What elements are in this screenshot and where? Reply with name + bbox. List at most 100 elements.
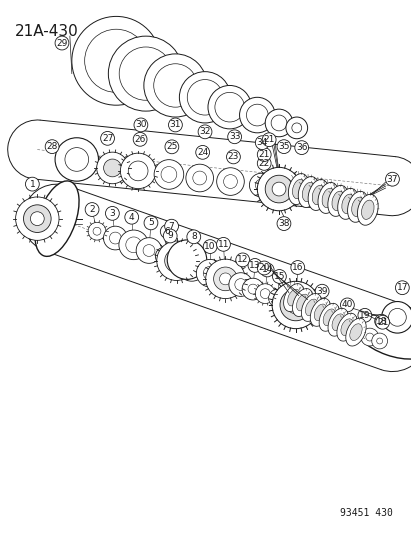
- Ellipse shape: [337, 188, 358, 219]
- Circle shape: [108, 36, 183, 111]
- Circle shape: [100, 132, 114, 146]
- Text: 24: 24: [197, 148, 208, 157]
- Text: 31: 31: [169, 120, 181, 130]
- Circle shape: [164, 219, 178, 233]
- Text: 7: 7: [169, 222, 174, 231]
- Ellipse shape: [297, 176, 318, 207]
- Ellipse shape: [305, 299, 317, 316]
- Text: 36: 36: [295, 143, 307, 152]
- Ellipse shape: [349, 324, 361, 341]
- Circle shape: [374, 314, 387, 328]
- Circle shape: [85, 203, 99, 216]
- Circle shape: [214, 92, 244, 122]
- Ellipse shape: [341, 194, 354, 214]
- Text: 20: 20: [258, 263, 269, 272]
- Circle shape: [157, 241, 196, 280]
- Circle shape: [213, 267, 237, 290]
- Ellipse shape: [292, 180, 304, 199]
- Text: 35: 35: [278, 142, 289, 151]
- Circle shape: [306, 303, 326, 323]
- Circle shape: [249, 173, 273, 197]
- Ellipse shape: [323, 309, 335, 326]
- Circle shape: [216, 168, 244, 196]
- Circle shape: [167, 240, 206, 279]
- Text: 37: 37: [386, 175, 397, 184]
- Circle shape: [85, 29, 147, 92]
- Circle shape: [357, 309, 371, 322]
- Text: 1: 1: [29, 180, 35, 189]
- Circle shape: [265, 175, 292, 203]
- Text: 21: 21: [376, 318, 387, 327]
- Circle shape: [311, 308, 321, 318]
- Circle shape: [126, 237, 141, 253]
- Circle shape: [294, 141, 308, 155]
- Circle shape: [143, 54, 206, 117]
- Circle shape: [276, 140, 290, 154]
- Ellipse shape: [356, 195, 377, 225]
- Text: 22: 22: [258, 159, 269, 168]
- Ellipse shape: [317, 182, 338, 213]
- Text: 13: 13: [249, 261, 260, 270]
- Circle shape: [195, 146, 209, 159]
- Circle shape: [196, 260, 223, 287]
- Circle shape: [360, 328, 378, 346]
- Circle shape: [168, 118, 182, 132]
- Circle shape: [105, 206, 119, 220]
- Text: 11: 11: [217, 240, 229, 249]
- Circle shape: [271, 281, 319, 329]
- Text: 16: 16: [291, 263, 303, 272]
- Circle shape: [203, 240, 216, 254]
- Circle shape: [164, 140, 178, 154]
- Circle shape: [45, 140, 59, 154]
- Ellipse shape: [345, 318, 365, 346]
- Circle shape: [16, 197, 59, 240]
- Circle shape: [179, 71, 230, 123]
- Circle shape: [216, 237, 230, 251]
- Text: 34: 34: [256, 138, 267, 147]
- Circle shape: [246, 104, 268, 126]
- Circle shape: [128, 161, 147, 181]
- Circle shape: [260, 263, 273, 277]
- Circle shape: [119, 47, 172, 100]
- Circle shape: [219, 273, 231, 285]
- Text: 30: 30: [135, 120, 146, 130]
- Text: 26: 26: [134, 135, 145, 144]
- Ellipse shape: [336, 313, 356, 341]
- Ellipse shape: [283, 284, 303, 311]
- Circle shape: [192, 171, 206, 185]
- Text: 8: 8: [190, 232, 196, 241]
- Circle shape: [242, 278, 263, 300]
- Circle shape: [260, 289, 270, 298]
- Ellipse shape: [296, 294, 308, 311]
- Ellipse shape: [347, 191, 368, 222]
- Ellipse shape: [331, 191, 344, 211]
- Circle shape: [365, 333, 373, 341]
- Circle shape: [88, 222, 106, 240]
- Ellipse shape: [307, 180, 328, 211]
- Circle shape: [119, 230, 148, 260]
- Circle shape: [376, 338, 382, 344]
- Ellipse shape: [301, 182, 314, 201]
- Circle shape: [291, 123, 301, 133]
- Circle shape: [30, 212, 44, 225]
- Circle shape: [273, 294, 281, 302]
- Text: 29: 29: [56, 38, 67, 47]
- Circle shape: [255, 136, 268, 150]
- Circle shape: [285, 117, 307, 139]
- Text: 21: 21: [258, 150, 269, 159]
- Circle shape: [290, 261, 304, 274]
- Circle shape: [257, 148, 271, 161]
- Circle shape: [170, 255, 182, 266]
- Circle shape: [279, 289, 311, 321]
- Text: 39: 39: [316, 287, 327, 296]
- Text: 32: 32: [199, 127, 210, 136]
- Text: 4: 4: [128, 213, 134, 222]
- Circle shape: [203, 266, 216, 280]
- Ellipse shape: [327, 308, 348, 336]
- Circle shape: [271, 115, 286, 131]
- Ellipse shape: [292, 288, 312, 317]
- Ellipse shape: [361, 200, 373, 220]
- Circle shape: [177, 252, 206, 281]
- Ellipse shape: [318, 303, 339, 331]
- Text: 38: 38: [278, 219, 289, 228]
